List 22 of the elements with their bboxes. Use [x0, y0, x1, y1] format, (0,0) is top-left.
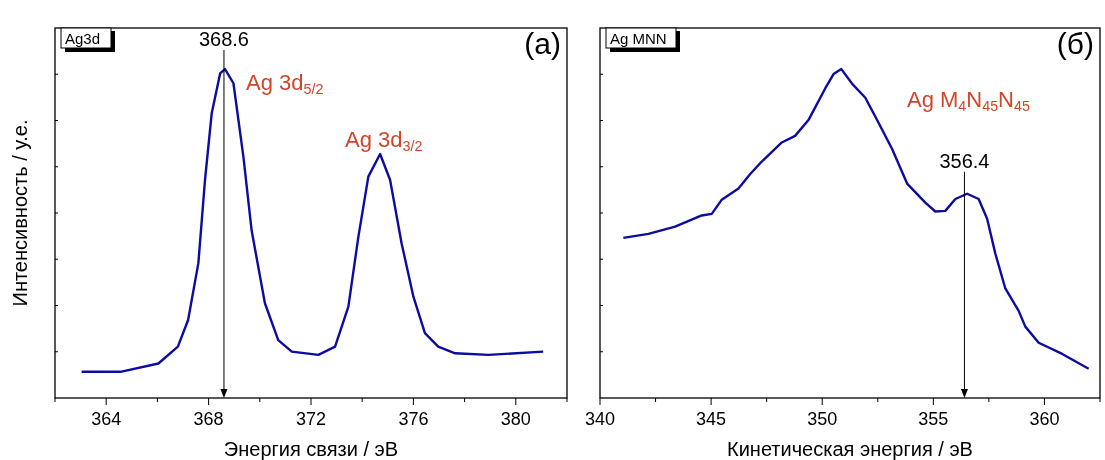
x-tick-label: 360 — [1029, 409, 1060, 429]
chart-title: Ag3d — [65, 30, 101, 47]
x-axis-title: Энергия связи / эВ — [223, 438, 399, 460]
x-tick-label: 340 — [584, 409, 616, 429]
x-tick-label: 350 — [807, 409, 838, 429]
annotation: Ag 3d$_{5/2}$ — [246, 70, 324, 98]
x-tick-label: 364 — [91, 409, 122, 429]
chart-subtitle: (б) — [1056, 27, 1094, 60]
x-tick-label: 355 — [918, 409, 949, 429]
x-tick-label: 372 — [295, 409, 327, 429]
x-axis-title: Кинетическая энергия / эВ — [727, 438, 973, 460]
chart-subtitle: (a) — [524, 27, 561, 60]
x-tick-label: 345 — [696, 409, 727, 429]
y-axis-title: Интенсивность / у.е. — [9, 119, 31, 307]
chart-title: Ag MNN — [610, 30, 667, 47]
annotation: Ag 3d$_{3/2}$ — [345, 127, 423, 155]
ref-line-label: 368.6 — [198, 28, 249, 50]
x-tick-label: 368 — [193, 409, 224, 429]
x-tick-label: 376 — [398, 409, 429, 429]
ref-line-label: 356.4 — [939, 149, 990, 172]
annotation: Ag M$_{4}$N$_{45}$N$_{45}$ — [907, 87, 1030, 115]
x-tick-label: 380 — [500, 409, 531, 429]
